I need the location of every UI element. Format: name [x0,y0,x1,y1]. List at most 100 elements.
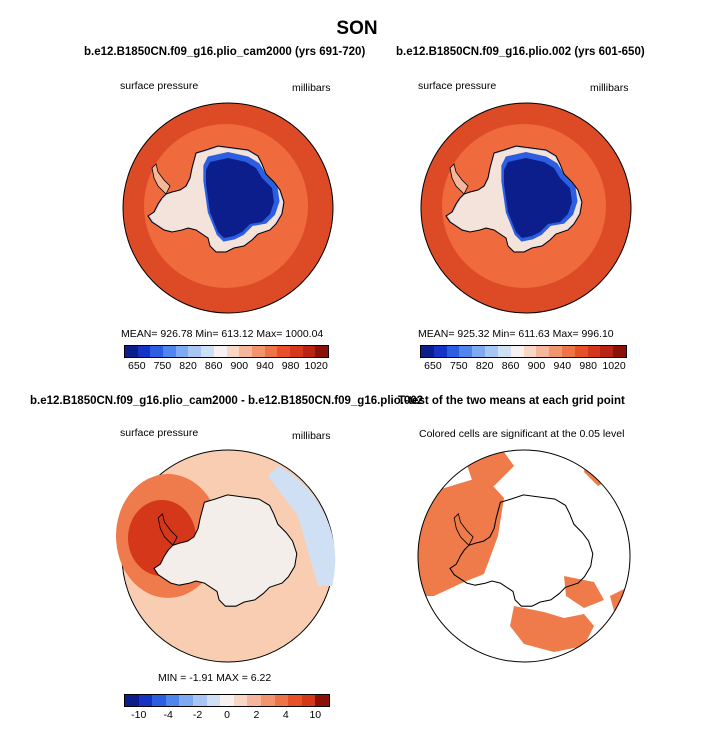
diff-colorbar-swatch [315,695,329,706]
colorbar-tick-label: 900 [230,360,249,372]
colorbar-tick-label: 980 [579,360,597,372]
coastline [147,145,285,253]
coastline [153,494,298,607]
peninsula [157,512,178,547]
coastline [445,145,583,253]
panel-3-map-fill [116,449,336,663]
diff-antarctica [154,494,297,607]
colorbar-tick-label: 820 [475,360,494,372]
diff-colorbar-tick-label: -2 [192,709,203,721]
panel-1-title: b.e12.B1850CN.f09_g16.plio_cam2000 (yrs … [84,46,366,58]
colorbar-tick-label: 900 [527,360,546,372]
diff-colorbar-tick-label: 4 [282,709,289,721]
panel-1-variable-label: surface pressure [120,80,199,92]
colorbar-tick-label: 1020 [304,360,328,372]
colorbar-swatch [188,346,202,357]
diff-colorbar-tick-label: 2 [253,709,260,721]
diff-colorbar-swatch [165,695,180,706]
colorbar-swatch [587,346,601,357]
panel-3-units-label: millibars [292,430,331,442]
ice-plateau [504,158,572,238]
colorbar-tick-label: 820 [179,360,197,372]
peninsula [449,163,469,195]
colorbar-swatch [536,346,550,357]
diff-colorbar-swatch [206,695,221,706]
colorbar-tick-label: 750 [450,360,468,372]
colorbar-tick-label: 860 [204,360,223,372]
panel-2-map [420,102,632,314]
colorbar-tick-label: 940 [256,360,274,372]
colorbar-tick-label: 650 [424,360,442,372]
colorbar-swatch [549,346,562,357]
colorbar-swatch [226,346,240,357]
panel-1-stats: MEAN= 926.78 Min= 613.12 Max= 1000.04 [121,328,324,340]
colorbar-swatch [175,346,189,357]
colorbar-swatch [125,346,138,357]
colorbar-swatch [561,346,575,357]
colorbar-swatch [523,346,537,357]
colorbar-swatch [574,346,588,357]
colorbar-swatch [302,346,316,357]
diff-colorbar-swatch [274,695,289,706]
colorbar-tick-label: 1020 [602,360,626,372]
colorbar-swatch [459,346,473,357]
panel-4-title: T-test of the two means at each grid poi… [398,395,625,407]
panel-4-caption: Colored cells are significant at the 0.0… [419,428,625,440]
colorbar-tick-label: 750 [153,360,172,372]
significant-region-west [418,476,504,596]
diff-colorbar-swatch [179,695,193,706]
diff-colorbar-swatch [233,695,248,706]
colorbar-swatch [277,346,290,357]
colorbar-swatch [264,346,278,357]
panel-4-map [417,449,631,663]
coastline [449,494,594,607]
panel-2-units-label: millibars [590,82,629,94]
panel-1-map [122,102,334,314]
diff-colorbar-swatch [220,695,234,706]
colorbar-swatch [239,346,252,357]
diff-colorbar-tick-label: 0 [224,709,230,721]
figure-title: SON [336,18,378,39]
colorbar-swatch [446,346,460,357]
peninsula [453,512,474,547]
colorbar-swatch [600,346,614,357]
colorbar-swatch [201,346,214,357]
map-border [417,449,631,663]
colorbar-swatch [497,346,511,357]
diff-colorbar-swatch [260,695,275,706]
panel-1-colorbar: 650 750 820 860 900 940 980 1020 [124,345,329,372]
diff-negative-region [268,466,336,586]
colorbar-swatch [137,346,151,357]
colorbar-tick-label: 980 [281,360,300,372]
panel-2-variable-label: surface pressure [418,80,497,92]
colorbar-swatch [472,346,486,357]
diff-colorbar-swatch [125,695,139,706]
colorbar-swatch [213,346,227,357]
peninsula [151,163,171,195]
diff-colorbar-tick-label: 10 [309,709,322,721]
diff-colorbar-swatch [138,695,153,706]
colorbar-tick-label: 860 [501,360,520,372]
colorbar-swatch [289,346,303,357]
diff-colorbar-swatch [152,695,166,706]
colorbar-swatch [485,346,498,357]
colorbar-swatch [421,346,434,357]
significant-region-south [510,606,594,652]
diff-colorbar-swatch [301,695,316,706]
colorbar-swatch [315,346,328,357]
colorbar-swatch [251,346,265,357]
panel-1-units-label: millibars [292,82,331,94]
panel-3-title: b.e12.B1850CN.f09_g16.plio_cam2000 - b.e… [30,395,424,407]
panel-2-map-fill [420,102,632,314]
ice-plateau [206,158,274,238]
colorbar-swatch [150,346,164,357]
panel-3-variable-label: surface pressure [120,427,199,439]
panel-3-colorbar: -10 -4 -2 0 2 4 10 [124,694,330,721]
diff-colorbar-swatch [288,695,302,706]
colorbar-swatch [510,346,524,357]
panel-3-stats: MIN = -1.91 MAX = 6.22 [158,672,272,684]
panel-3-map [116,449,336,663]
diff-colorbar-tick-label: -10 [131,709,147,721]
colorbar-swatch [433,346,447,357]
panel-2-stats: MEAN= 925.32 Min= 611.63 Max= 996.10 [418,328,614,340]
